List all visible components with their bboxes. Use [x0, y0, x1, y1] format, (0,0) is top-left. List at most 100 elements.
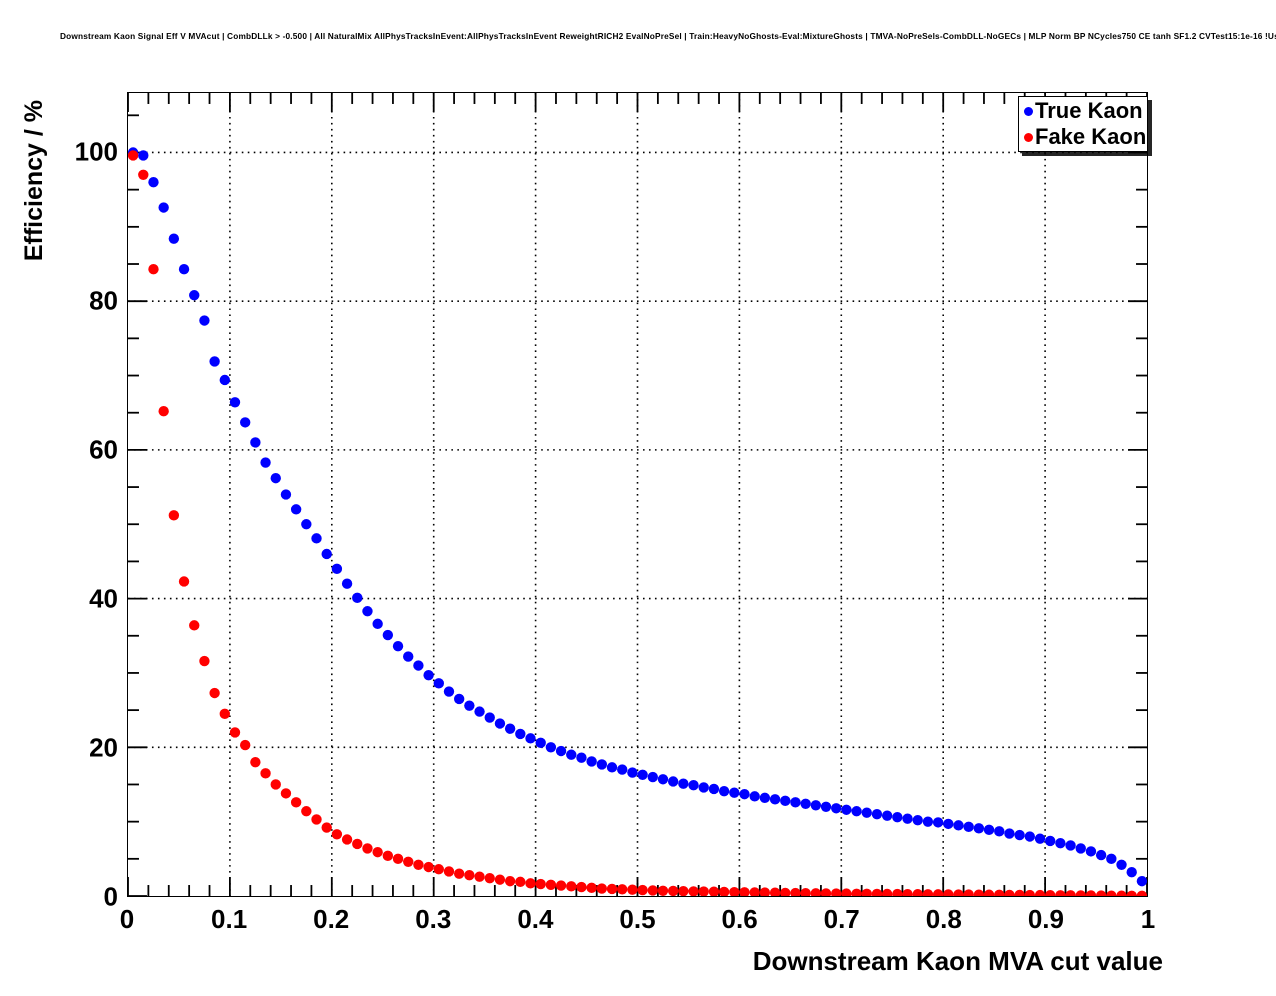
data-point: [250, 756, 261, 768]
data-point: [1065, 890, 1076, 896]
y-tick-label: 20: [89, 732, 118, 763]
data-point: [555, 745, 567, 757]
data-point: [515, 876, 526, 888]
data-point: [820, 888, 832, 896]
data-point: [382, 850, 394, 862]
data-point: [902, 813, 913, 824]
data-point: [270, 472, 281, 484]
y-tick-label: 40: [89, 583, 118, 614]
data-point: [555, 880, 567, 891]
data-point: [250, 437, 261, 448]
data-point: [994, 826, 1005, 837]
data-point: [189, 290, 200, 301]
data-point: [372, 846, 383, 858]
data-point: [1055, 890, 1066, 896]
data-point: [474, 871, 485, 882]
x-tick-label: 1: [1140, 904, 1156, 934]
data-point: [994, 889, 1005, 896]
data-point: [729, 787, 740, 798]
data-point: [1085, 890, 1097, 896]
data-point: [362, 606, 373, 617]
data-point: [341, 578, 353, 589]
data-point: [688, 780, 699, 791]
data-point: [769, 887, 781, 896]
data-point: [392, 640, 404, 652]
data-point: [148, 264, 159, 275]
data-point: [851, 888, 862, 896]
data-point: [525, 878, 536, 889]
data-point: [413, 859, 424, 870]
data-point: [321, 822, 332, 833]
data-point: [739, 788, 750, 800]
grid-lines: [128, 93, 1147, 896]
series-true-kaon: [128, 147, 1147, 887]
data-point: [219, 708, 230, 720]
plot-frame: [127, 92, 1148, 897]
data-point: [953, 889, 964, 896]
data-point: [912, 889, 923, 896]
data-point: [1106, 853, 1117, 865]
data-point: [861, 888, 872, 896]
data-point: [1116, 890, 1127, 896]
y-tick-label: 0: [103, 881, 118, 912]
data-point: [484, 712, 495, 723]
data-point: [912, 814, 923, 826]
data-point: [576, 881, 587, 893]
data-point: [239, 739, 251, 751]
data-point: [718, 886, 730, 896]
data-point: [708, 886, 720, 896]
data-point: [1095, 849, 1107, 861]
data-point: [576, 752, 587, 763]
data-point: [270, 779, 281, 790]
data-point: [790, 797, 801, 808]
data-point: [861, 807, 872, 818]
data-point: [331, 829, 343, 840]
data-point: [759, 887, 771, 896]
x-tick-label: 0.8: [925, 904, 962, 934]
data-point: [413, 660, 424, 671]
data-point: [708, 783, 720, 795]
legend-label-fake-kaon: Fake Kaon: [1035, 124, 1147, 149]
data-point: [1055, 838, 1066, 849]
data-point: [637, 769, 648, 780]
data-point: [1004, 828, 1015, 839]
data-point: [443, 686, 455, 697]
data-point: [1126, 890, 1137, 896]
x-tick-label: 0.7: [823, 904, 860, 934]
data-point: [1065, 840, 1076, 851]
data-point: [484, 872, 495, 884]
data-point: [983, 824, 995, 836]
data-point: [331, 563, 343, 575]
data-point: [453, 693, 465, 705]
data-point: [871, 809, 883, 820]
data-point: [453, 868, 465, 879]
data-point: [403, 651, 414, 662]
data-point: [229, 727, 241, 738]
data-point: [199, 315, 210, 326]
data-point: [963, 821, 974, 833]
data-point: [881, 810, 893, 821]
legend-entry-true-kaon: True Kaon: [1022, 98, 1147, 124]
data-point: [321, 548, 332, 560]
data-point: [810, 888, 822, 896]
data-point: [831, 803, 842, 814]
data-point: [158, 406, 169, 417]
data-point: [729, 886, 740, 896]
data-point: [841, 888, 852, 896]
data-point: [841, 804, 852, 815]
x-tick-label: 0: [119, 904, 135, 934]
data-point: [606, 762, 618, 773]
data-point: [515, 728, 526, 740]
data-point: [831, 888, 842, 896]
data-point: [932, 817, 944, 828]
data-point: [1034, 833, 1046, 844]
data-point: [698, 782, 709, 793]
data-point: [545, 879, 557, 891]
data-point: [881, 888, 893, 896]
data-point: [698, 886, 709, 896]
data-point: [352, 592, 363, 604]
data-points-layer: [128, 147, 1147, 896]
data-point: [464, 700, 475, 711]
data-point: [464, 869, 475, 881]
